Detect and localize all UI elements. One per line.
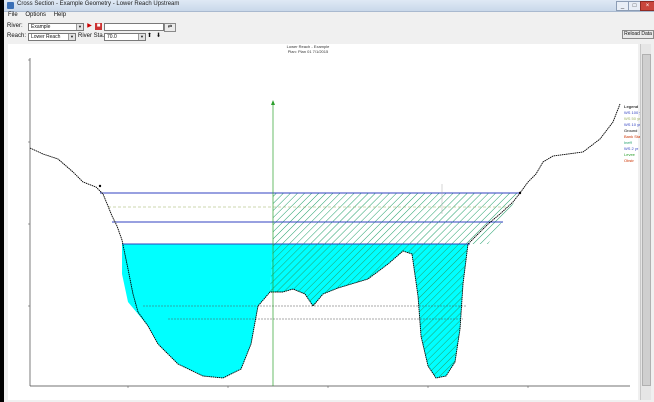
reload-data-button[interactable]: Reload Data: [622, 30, 654, 39]
river-station-empty-field[interactable]: [104, 23, 164, 31]
reach-select[interactable]: Lower Reach ▼: [28, 33, 76, 41]
vertical-scrollbar[interactable]: [640, 44, 651, 400]
plot-header-2: Plan: Plan 01 7/1/2015: [288, 49, 329, 54]
river-station-select[interactable]: 70.0 ▼: [104, 33, 146, 41]
toolbar: River: Example ▼ ▶ ■ ⇄ Reach: Lower Reac…: [4, 21, 654, 43]
levee-marker-head: [271, 100, 275, 105]
water-fill-left: [122, 244, 273, 378]
menu-help[interactable]: Help: [53, 12, 67, 18]
sync-button[interactable]: ⇄: [164, 23, 176, 32]
menu-bar: File Options Help: [4, 12, 654, 20]
legend-item: WS 10 yr: [624, 122, 641, 127]
chevron-down-icon: ▼: [68, 34, 75, 40]
plot-header-1: Lower Reach - Example: [287, 44, 330, 49]
chevron-down-icon: ▼: [76, 24, 83, 30]
legend-item: WS 50 yr: [624, 116, 641, 121]
legend-item: Ineff: [624, 140, 632, 145]
legend-title: Legend: [624, 104, 639, 109]
legend-item: Levee: [624, 152, 635, 157]
application-window: Cross Section - Example Geometry - Lower…: [4, 0, 654, 402]
legend-item: Obstr: [624, 158, 634, 163]
legend-item: Ground: [624, 128, 638, 133]
ground-profile: [29, 103, 621, 379]
legend: Legend WS 100 yr WS 50 yr WS 10 yr Groun…: [624, 104, 642, 164]
legend-item: WS 2 yr: [624, 146, 639, 151]
river-select-value: Example: [31, 24, 51, 30]
previous-icon[interactable]: ▶: [87, 23, 92, 29]
river-select[interactable]: Example ▼: [28, 23, 84, 31]
menu-options[interactable]: Options: [25, 12, 47, 18]
legend-item: Bank Sta: [624, 134, 641, 139]
cross-section-plot: Lower Reach - Example Plan: Plan 01 7/1/…: [8, 44, 642, 400]
water-hatch-right: [270, 244, 468, 378]
arrow-down-icon[interactable]: ⬇: [155, 33, 162, 39]
bank-point-right: [518, 191, 522, 195]
chevron-down-icon: ▼: [138, 34, 145, 40]
title-bar: Cross Section - Example Geometry - Lower…: [4, 0, 654, 12]
cross-section-chart: Lower Reach - Example Plan: Plan 01 7/1/…: [28, 44, 630, 388]
window-title: Cross Section - Example Geometry - Lower…: [17, 1, 180, 7]
river-label: River:: [7, 23, 23, 29]
arrow-up-icon[interactable]: ⬆: [146, 33, 153, 39]
app-icon: [7, 2, 14, 9]
flag-icon[interactable]: ■: [95, 23, 102, 30]
river-station-label: River Sta.:: [78, 33, 107, 39]
close-button[interactable]: ×: [640, 1, 654, 11]
reach-label: Reach:: [7, 33, 27, 39]
river-station-value: 70.0: [107, 34, 117, 40]
ineffective-area-hatch: [273, 193, 520, 244]
menu-file[interactable]: File: [8, 12, 18, 18]
legend-item: WS 100 yr: [624, 110, 642, 115]
scrollbar-thumb[interactable]: [642, 54, 651, 386]
bank-point-left: [98, 184, 102, 188]
reach-select-value: Lower Reach: [31, 34, 61, 40]
